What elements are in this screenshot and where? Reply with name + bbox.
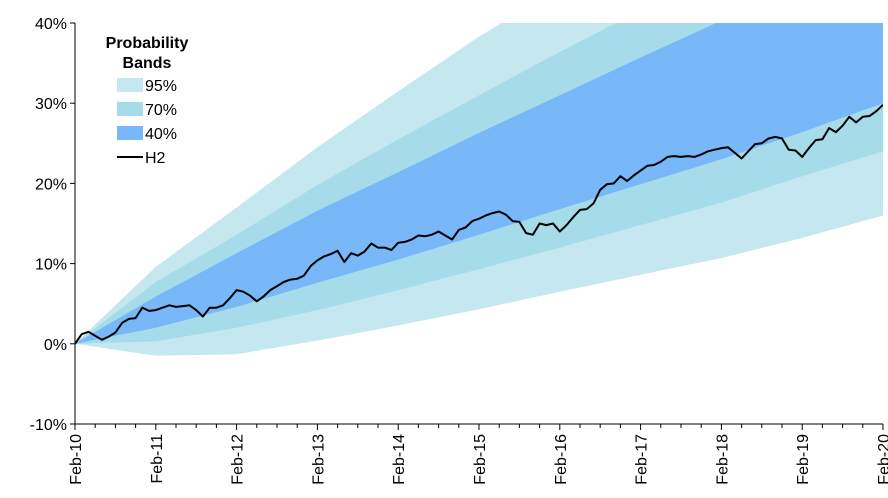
probability-bands: [75, 23, 883, 356]
legend-swatch-40: [117, 126, 143, 140]
legend-label-40: 40%: [145, 126, 177, 143]
legend-label-h2: H2: [145, 150, 166, 167]
x-tick-label: Feb-13: [310, 434, 327, 485]
x-tick-label: Feb-17: [634, 434, 651, 485]
x-tick-label: Feb-15: [472, 434, 489, 485]
x-tick-label: Feb-18: [714, 434, 731, 485]
h2-series: [75, 104, 883, 345]
legend-swatch-95: [117, 78, 143, 92]
legend-title-line-1: Probability: [106, 35, 189, 52]
legend-label-95: 95%: [145, 78, 177, 95]
legend-title-line-2: Bands: [123, 55, 172, 72]
x-tick-label: Feb-20: [876, 434, 888, 485]
y-tick-label: -10%: [30, 417, 67, 434]
x-tick-label: Feb-12: [230, 434, 247, 485]
legend-label-70: 70%: [145, 102, 177, 119]
x-tick-label: Feb-10: [68, 434, 85, 485]
legend-swatch-70: [117, 102, 143, 116]
x-tick-label: Feb-16: [553, 434, 570, 485]
y-tick-label: 20%: [35, 176, 67, 193]
series-line-h2: [75, 104, 883, 345]
x-tick-label: Feb-19: [795, 434, 812, 485]
axes: 40% 30% 20% 10% 0% -10%Feb-10 Feb-11 Feb-12 Feb-…: [30, 16, 888, 485]
y-tick-label: 40%: [35, 16, 67, 33]
y-tick-label: 30%: [35, 96, 67, 113]
legend: Probability Bands 95% 70% 40% H2: [106, 35, 189, 167]
y-tick-label: 10%: [35, 257, 67, 274]
x-tick-label: Feb-14: [391, 434, 408, 485]
y-tick-label: 0%: [44, 337, 67, 354]
x-tick-label: Feb-11: [149, 434, 166, 484]
band-40: [75, 23, 883, 344]
